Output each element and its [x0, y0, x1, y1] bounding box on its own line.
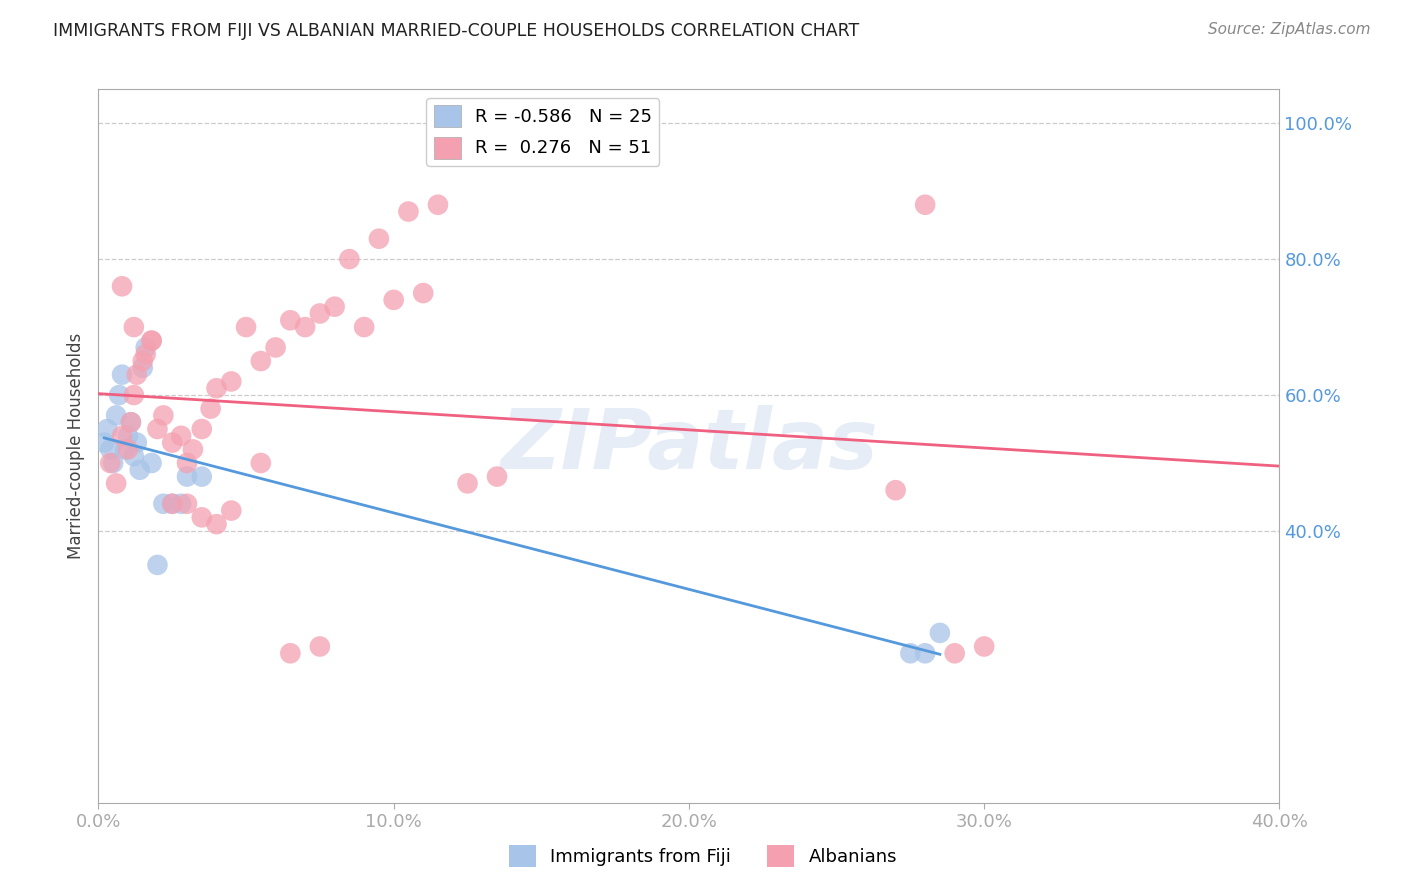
Point [339, 252, 360, 266]
Point [928, 626, 950, 640]
Y-axis label: Married-couple Households: Married-couple Households [66, 333, 84, 559]
Point [135, 347, 157, 361]
Point [108, 388, 131, 402]
Point [396, 204, 419, 219]
Point [122, 449, 145, 463]
Point [162, 497, 183, 511]
Point [135, 341, 157, 355]
Point [200, 401, 222, 416]
Point [98, 442, 121, 457]
Text: ZIPatlas: ZIPatlas [501, 406, 877, 486]
Point [176, 497, 198, 511]
Point [205, 517, 228, 532]
Point [181, 442, 204, 457]
Point [278, 313, 302, 327]
Point [132, 354, 155, 368]
Point [162, 435, 183, 450]
Point [191, 469, 214, 483]
Point [486, 469, 509, 483]
Point [914, 198, 936, 212]
Point [152, 409, 174, 423]
Legend: R = -0.586   N = 25, R =  0.276   N = 51: R = -0.586 N = 25, R = 0.276 N = 51 [426, 98, 659, 166]
Point [294, 320, 316, 334]
Point [219, 375, 242, 389]
Point [146, 422, 169, 436]
Point [105, 409, 128, 423]
Point [125, 368, 148, 382]
Point [105, 476, 128, 491]
Point [456, 476, 478, 491]
Point [125, 435, 148, 450]
Point [412, 286, 434, 301]
Point [96, 422, 118, 436]
Point [98, 456, 121, 470]
Text: IMMIGRANTS FROM FIJI VS ALBANIAN MARRIED-COUPLE HOUSEHOLDS CORRELATION CHART: IMMIGRANTS FROM FIJI VS ALBANIAN MARRIED… [53, 22, 859, 40]
Point [141, 334, 163, 348]
Point [191, 510, 214, 524]
Point [152, 497, 174, 511]
Point [235, 320, 257, 334]
Point [368, 232, 391, 246]
Point [117, 442, 139, 457]
Point [309, 306, 332, 320]
Legend: Immigrants from Fiji, Albanians: Immigrants from Fiji, Albanians [502, 838, 904, 874]
Point [111, 279, 134, 293]
Point [170, 429, 193, 443]
Point [353, 320, 375, 334]
Point [382, 293, 405, 307]
Point [120, 415, 142, 429]
Point [111, 368, 134, 382]
Point [120, 415, 142, 429]
Point [943, 646, 966, 660]
Point [427, 198, 450, 212]
Point [278, 646, 302, 660]
Point [170, 497, 193, 511]
Point [191, 422, 214, 436]
Point [132, 360, 155, 375]
Point [973, 640, 995, 654]
Point [122, 320, 145, 334]
Point [250, 354, 273, 368]
Point [162, 497, 183, 511]
Point [205, 381, 228, 395]
Point [884, 483, 907, 498]
Point [219, 503, 242, 517]
Point [264, 341, 287, 355]
Point [111, 429, 134, 443]
Point [176, 456, 198, 470]
Point [176, 469, 198, 483]
Point [309, 640, 332, 654]
Point [103, 456, 125, 470]
Point [250, 456, 273, 470]
Point [141, 334, 163, 348]
Point [914, 646, 936, 660]
Point [323, 300, 346, 314]
Point [117, 429, 139, 443]
Point [900, 646, 922, 660]
Point [93, 435, 115, 450]
Point [114, 442, 136, 457]
Point [122, 388, 145, 402]
Point [128, 463, 150, 477]
Text: Source: ZipAtlas.com: Source: ZipAtlas.com [1208, 22, 1371, 37]
Point [141, 456, 163, 470]
Point [146, 558, 169, 572]
